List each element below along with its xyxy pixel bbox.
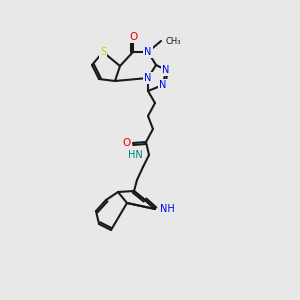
Text: HN: HN: [128, 150, 143, 160]
Text: N: N: [162, 65, 170, 75]
Text: N: N: [159, 80, 167, 90]
Text: N: N: [144, 73, 152, 83]
Text: O: O: [123, 138, 131, 148]
Text: NH: NH: [160, 204, 175, 214]
Text: CH₃: CH₃: [165, 37, 181, 46]
Text: S: S: [100, 47, 106, 57]
Text: N: N: [144, 47, 152, 57]
Text: O: O: [129, 32, 137, 42]
